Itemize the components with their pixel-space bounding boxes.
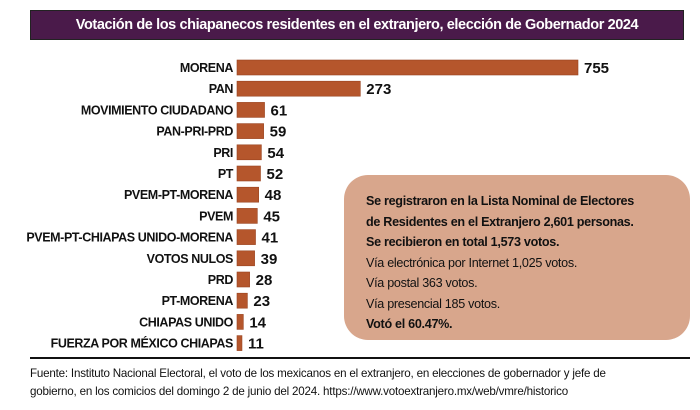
value-label: 273	[366, 81, 391, 98]
bar	[236, 144, 262, 161]
bar	[236, 102, 265, 118]
category-label: PT-MORENA	[162, 294, 234, 308]
divider-line	[30, 357, 690, 359]
bar	[236, 59, 579, 76]
value-label: 59	[270, 124, 287, 141]
category-label: PVEM-PT-CHIAPAS UNIDO-MORENA	[26, 231, 233, 245]
value-label: 54	[267, 145, 284, 162]
bar	[236, 208, 258, 224]
value-label: 45	[263, 208, 280, 225]
category-label: PRI	[213, 146, 233, 160]
category-label: PT	[218, 167, 234, 181]
bar	[236, 335, 243, 351]
source-note: Fuente: Instituto Nacional Electoral, el…	[30, 365, 695, 401]
value-label: 48	[265, 187, 282, 204]
value-label: 52	[266, 166, 283, 183]
category-label: CHIAPAS UNIDO	[139, 315, 234, 329]
category-label: FUERZA POR MÉXICO CHIAPAS	[51, 336, 233, 351]
value-label: 61	[271, 102, 288, 119]
info-line-postal-votes: Vía postal 363 votos.	[366, 276, 478, 290]
info-box: Se registraron en la Lista Nominal de El…	[344, 175, 690, 340]
info-line-in-person-votes: Vía presencial 185 votos.	[366, 296, 500, 311]
bar	[236, 250, 255, 267]
value-label: 28	[256, 272, 273, 289]
category-label: MOVIMIENTO CIUDADANO	[81, 103, 234, 117]
category-label: MORENA	[180, 61, 234, 75]
bar	[236, 292, 248, 309]
bar-chart: MORENA 755 PAN 273 MOVIMIENTO CIUDADANO 61 PAN…	[26, 59, 609, 352]
value-label: 14	[249, 314, 266, 331]
info-line-total-votes: Se recibieron en total 1,573 votos.	[366, 235, 560, 249]
bar	[236, 165, 261, 182]
bar	[236, 271, 250, 288]
bar	[236, 80, 361, 97]
value-label: 755	[584, 60, 609, 77]
info-line-internet-votes: Vía electrónica por Internet 1,025 votos…	[366, 255, 578, 270]
category-label: PRD	[208, 273, 234, 287]
value-label: 23	[253, 293, 270, 310]
source-line-1: Fuente: Instituto Nacional Electoral, el…	[30, 367, 606, 380]
category-label: PVEM	[199, 209, 233, 223]
source-line-2: gobierno, en los comicios del domingo 2 …	[30, 385, 568, 398]
info-line-registered-2: de Residentes en el Extranjero 2,601 per…	[366, 214, 634, 229]
value-label: 39	[261, 251, 278, 268]
value-label: 11	[248, 336, 264, 352]
value-label: 41	[262, 230, 279, 247]
bar	[236, 186, 259, 203]
info-line-registered-1: Se registraron en la Lista Nominal de El…	[366, 194, 634, 208]
chart-title: Votación de los chiapanecos residentes e…	[30, 10, 684, 40]
info-line-turnout: Votó el 60.47%.	[366, 317, 453, 331]
bar	[236, 229, 256, 245]
category-label: PVEM-PT-MORENA	[124, 188, 233, 202]
category-label: PAN	[209, 82, 234, 96]
category-label: PAN-PRI-PRD	[156, 125, 233, 139]
bar	[236, 314, 244, 330]
bar	[236, 123, 264, 139]
category-label: VOTOS NULOS	[147, 252, 233, 266]
